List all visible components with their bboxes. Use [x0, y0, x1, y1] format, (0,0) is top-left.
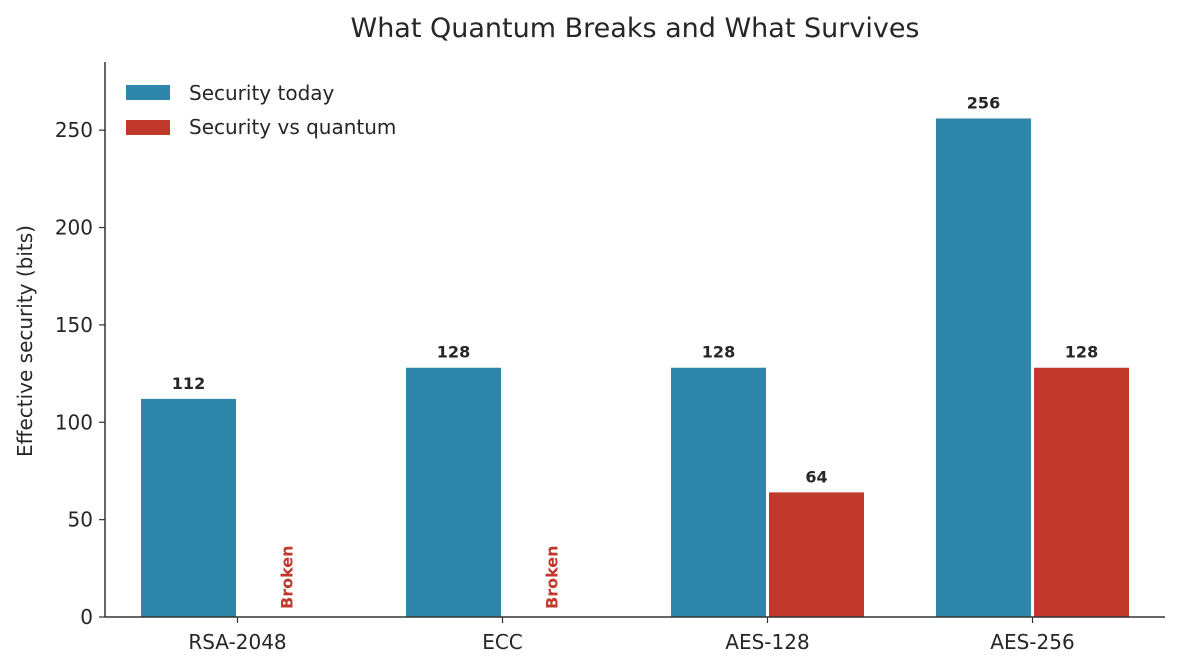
legend: Security today Security vs quantum: [126, 81, 396, 139]
broken-annotation-ecc: Broken: [543, 545, 562, 609]
broken-annotation-rsa-2048: Broken: [278, 545, 297, 609]
y-tick-label: 0: [80, 605, 93, 629]
x-tick-label: AES-256: [990, 630, 1074, 654]
value-label-security-vs-quantum-aes-128: 64: [805, 467, 827, 486]
bar-security-today-aes-128: [671, 367, 766, 617]
y-tick-label: 50: [68, 508, 93, 532]
bar-security-today-aes-256: [936, 118, 1031, 617]
y-tick-label: 150: [55, 313, 93, 337]
bar-security-vs-quantum-aes-128: [769, 492, 864, 617]
bar-security-today-ecc: [406, 367, 501, 617]
value-label-security-today-rsa-2048: 112: [172, 374, 205, 393]
y-axis-title: Effective security (bits): [13, 225, 37, 457]
value-label-security-today-aes-256: 256: [967, 93, 1000, 112]
y-tick-label: 200: [55, 216, 93, 240]
y-tick-label: 100: [55, 410, 93, 434]
x-tick-label: AES-128: [725, 630, 809, 654]
x-tick-label: RSA-2048: [188, 630, 286, 654]
plot-area: 112 128 128 64 256 128 Broken Broken 0 50 100 150 20…: [55, 62, 1165, 654]
y-tick-label: 250: [55, 118, 93, 142]
value-label-security-vs-quantum-aes-256: 128: [1065, 343, 1098, 362]
legend-swatch-security-today: [126, 85, 170, 100]
chart-title: What Quantum Breaks and What Survives: [351, 13, 920, 44]
legend-label-security-vs-quantum: Security vs quantum: [189, 115, 396, 139]
bar-security-vs-quantum-aes-256: [1034, 367, 1129, 617]
legend-label-security-today: Security today: [189, 81, 335, 105]
value-label-security-today-aes-128: 128: [702, 343, 735, 362]
value-label-security-today-ecc: 128: [437, 343, 470, 362]
x-tick-label: ECC: [482, 630, 523, 654]
legend-swatch-security-vs-quantum: [126, 120, 170, 135]
bar-security-today-rsa-2048: [141, 398, 236, 617]
